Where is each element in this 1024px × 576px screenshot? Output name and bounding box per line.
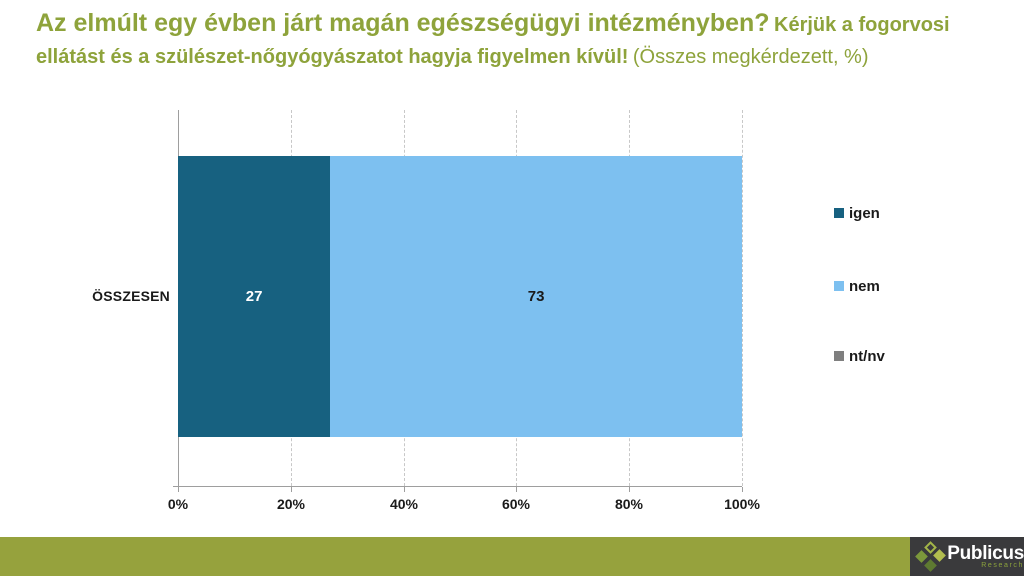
diamond-light-icon (933, 548, 947, 562)
bar-value-label: 27 (245, 288, 263, 305)
footer-accent-bar (0, 537, 911, 576)
footer: Publicus Research (0, 537, 1024, 576)
legend-label: nt/nv (849, 348, 885, 365)
diamond-outline-icon (924, 540, 938, 554)
stacked-bar: 27 73 (178, 156, 742, 437)
title-question: Az elmúlt egy évben járt magán egészségü… (36, 9, 770, 37)
brand-text: Publicus Research (947, 544, 1024, 570)
x-tick-label: 20% (276, 496, 306, 512)
legend-swatch (834, 208, 844, 218)
title-note: (Összes megkérdezett, %) (632, 46, 869, 68)
publicus-logo: Publicus Research (910, 537, 1024, 576)
publicus-diamonds-icon (915, 540, 947, 572)
axis-tick (516, 487, 517, 492)
chart-title: Az elmúlt egy évben járt magán egészségü… (36, 8, 988, 74)
bar-segment-nem: 73 (330, 156, 742, 437)
bar-segment-igen: 27 (178, 156, 331, 437)
axis-tick (629, 487, 630, 492)
category-label: ÖSSZESEN (92, 288, 170, 304)
legend-swatch (834, 351, 844, 361)
x-tick-label: 80% (614, 496, 644, 512)
bar-value-label: 73 (527, 288, 545, 305)
x-tick-label: 0% (167, 496, 189, 512)
x-tick-label: 40% (389, 496, 419, 512)
x-tick-label: 100% (724, 496, 760, 512)
brand-name: Publicus (947, 542, 1024, 564)
x-axis-line (173, 486, 742, 487)
diamond-green-icon (915, 549, 929, 563)
axis-tick (742, 487, 743, 492)
legend-item-nt/nv: nt/nv (834, 349, 885, 365)
legend-item-nem: nem (834, 279, 880, 295)
diamond-dark-icon (924, 558, 938, 572)
x-tick-label: 60% (501, 496, 531, 512)
axis-tick (404, 487, 405, 492)
legend-item-igen: igen (834, 206, 880, 222)
gridline (742, 110, 743, 486)
plot-area: ÖSSZESEN 0% 20% 40% 60% 80% 100% 27 73 (92, 110, 760, 512)
brand-subtitle: Research (981, 561, 1024, 569)
axis-tick (291, 487, 292, 492)
legend-label: igen (849, 205, 880, 222)
legend-swatch (834, 281, 844, 291)
legend-label: nem (849, 278, 880, 295)
title-instruction: Kérjük a fogorvosi ellátást és a szülész… (36, 14, 950, 68)
